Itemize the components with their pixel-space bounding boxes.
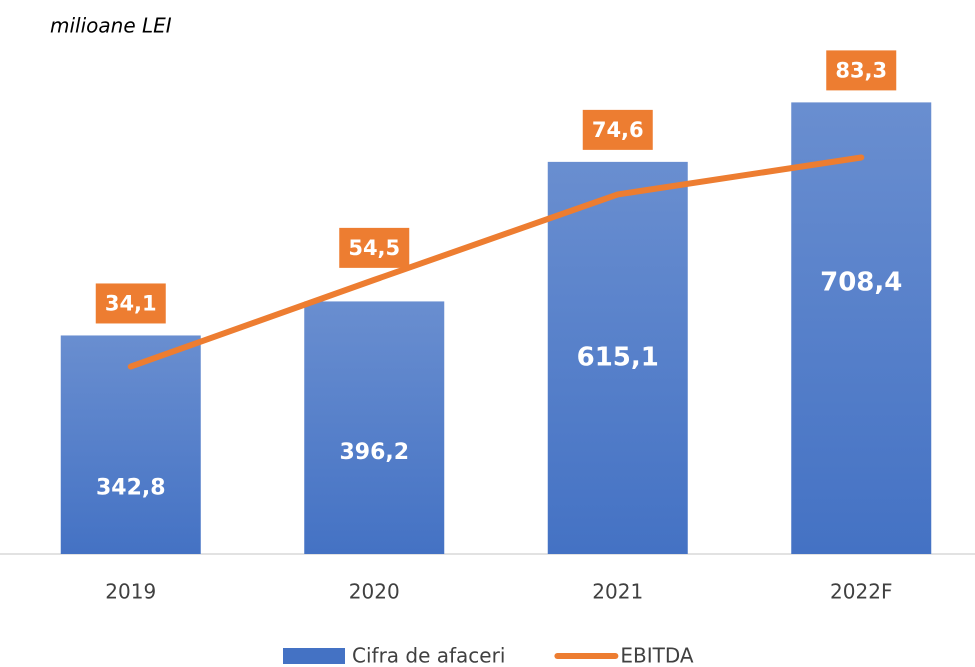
legend-label: EBITDA [620, 644, 694, 667]
line [127, 154, 865, 370]
data-label-box [95, 283, 166, 324]
bar [60, 335, 201, 554]
legend-swatch [283, 648, 345, 664]
legend-label: Cifra de afaceri [352, 644, 505, 667]
x-tick-label: 2020 [349, 580, 400, 604]
bar [791, 102, 932, 555]
data-label-box [339, 227, 410, 268]
x-tick-label: 2022F [830, 580, 892, 604]
bar [304, 301, 445, 554]
data-label-box [582, 109, 653, 150]
line-value-label: 54,5 [348, 236, 400, 260]
bar-value-label: 396,2 [339, 440, 409, 465]
line-value-label: 34,1 [105, 291, 157, 315]
chart-subtitle: milioane LEI [50, 14, 172, 38]
x-tick-label: 2021 [592, 580, 643, 604]
bar-value-label: 708,4 [820, 268, 902, 298]
line-value-label: 83,3 [835, 58, 887, 82]
data-label-box [826, 50, 897, 91]
bar-value-label: 615,1 [577, 342, 659, 372]
bar [547, 161, 688, 554]
x-tick-label: 2019 [105, 580, 156, 604]
line-value-label: 74,6 [592, 118, 644, 142]
bar-value-label: 342,8 [96, 475, 166, 500]
